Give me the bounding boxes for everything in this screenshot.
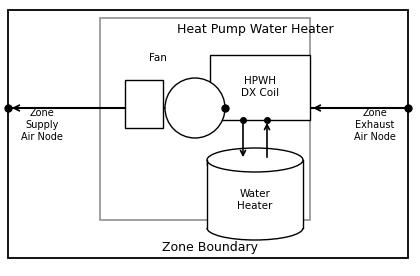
Bar — [125, 80, 163, 128]
Ellipse shape — [207, 148, 303, 172]
Text: Zone Boundary: Zone Boundary — [162, 242, 258, 254]
Text: Water
Heater: Water Heater — [237, 189, 273, 211]
Text: Fan: Fan — [149, 53, 167, 63]
Ellipse shape — [207, 152, 303, 176]
Bar — [100, 18, 310, 220]
Text: Heat Pump Water Heater: Heat Pump Water Heater — [177, 23, 333, 36]
Circle shape — [165, 78, 225, 138]
Text: Zone
Supply
Air Node: Zone Supply Air Node — [21, 108, 63, 142]
Bar — [8, 10, 408, 258]
Bar — [210, 55, 310, 120]
Bar — [207, 160, 303, 228]
Text: HPWH
DX Coil: HPWH DX Coil — [241, 76, 279, 98]
Text: Zone
Exhaust
Air Node: Zone Exhaust Air Node — [354, 108, 396, 142]
